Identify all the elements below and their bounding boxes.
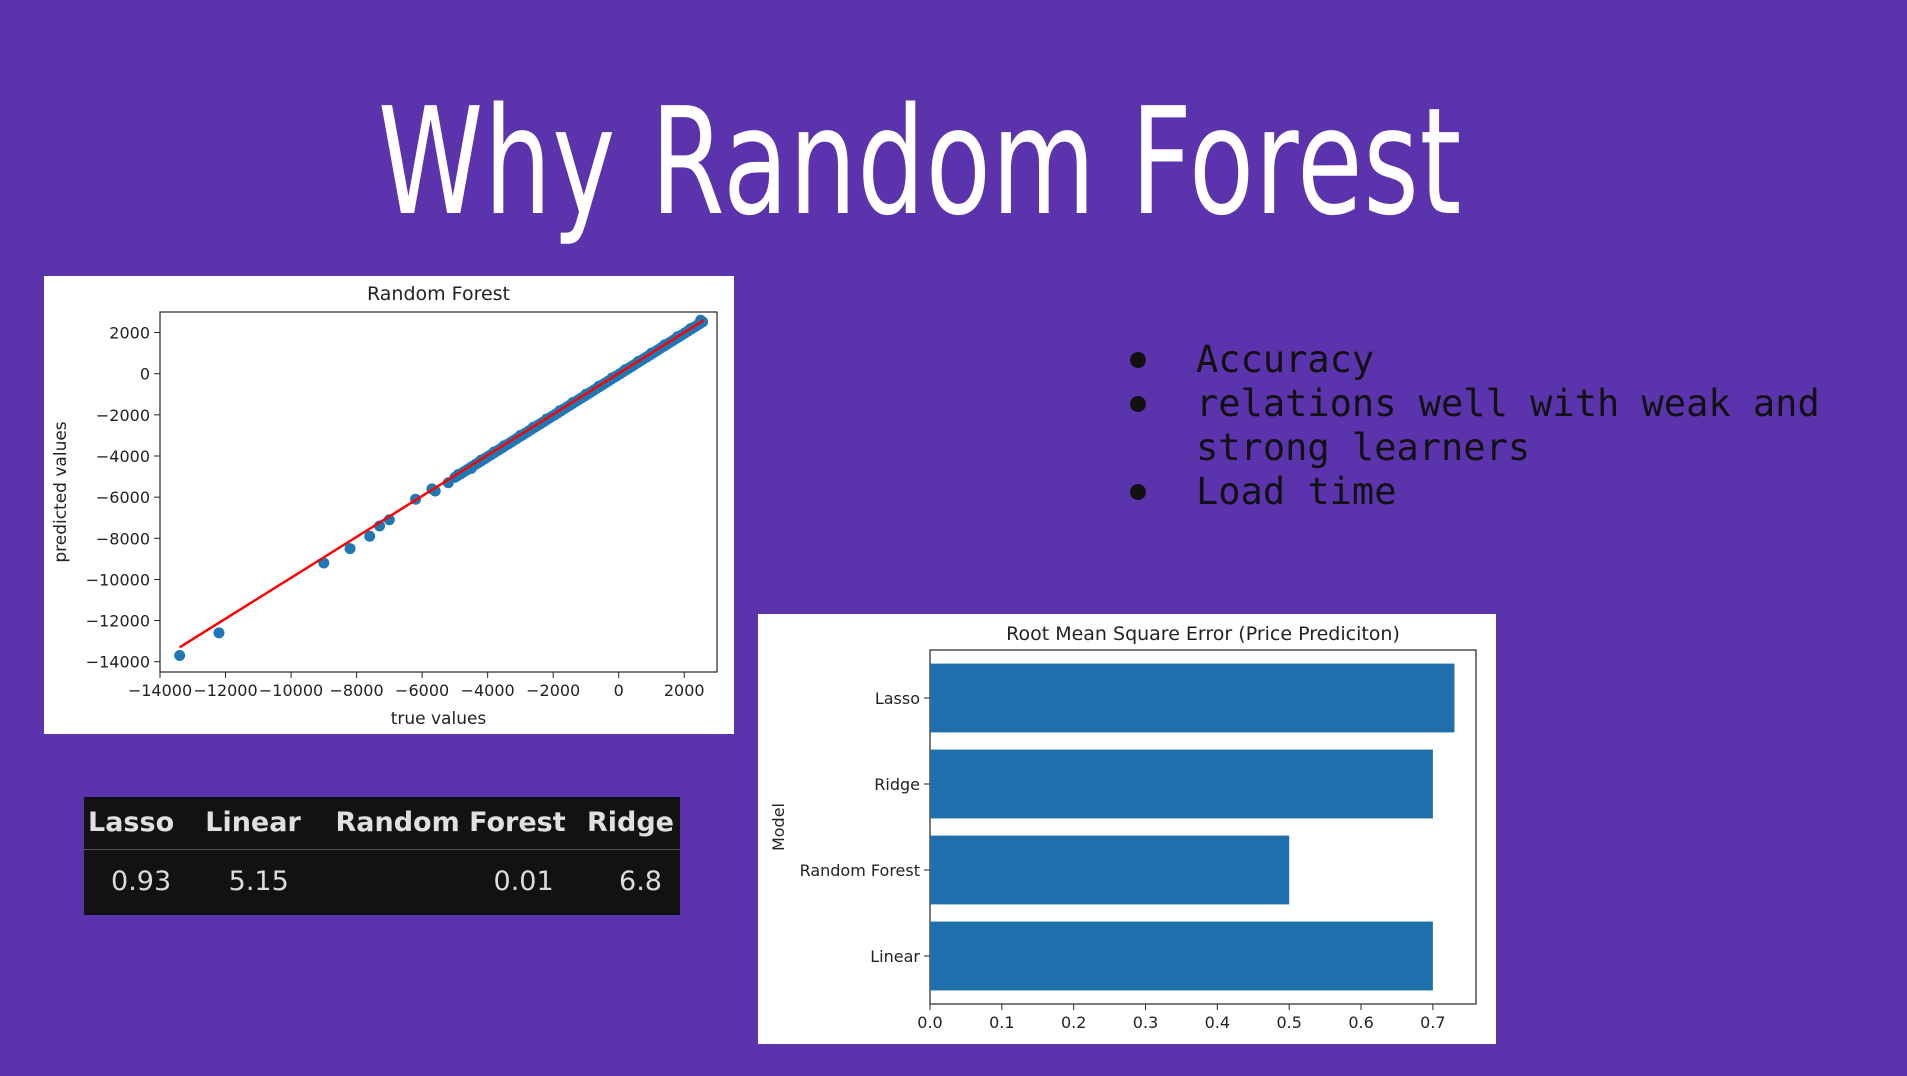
x-tick-label: 0.7 [1420, 1013, 1445, 1032]
y-axis-label: Model [769, 803, 788, 851]
bar [930, 835, 1290, 905]
x-tick-label: 0 [614, 681, 624, 700]
y-axis-label: predicted values [51, 421, 71, 562]
table-header-linear: Linear [189, 797, 307, 850]
table-cell-random-forest: 0.01 [493, 865, 554, 897]
table-row: 0.93 5.15 0.01 6.8 [84, 849, 680, 913]
x-tick-label: 0.3 [1133, 1013, 1158, 1032]
y-tick-label: −14000 [86, 653, 150, 672]
x-tick-label: 0.2 [1061, 1013, 1086, 1032]
y-tick-label: 0 [140, 365, 150, 384]
bullet-list: Accuracy relations well with weak and st… [1120, 338, 1880, 514]
plot-frame [929, 649, 1477, 1005]
table-cell-linear: 5.15 [228, 865, 289, 897]
category-label: Ridge [874, 775, 920, 794]
bullet-item: Load time [1120, 470, 1880, 514]
x-axis-label: true values [391, 709, 487, 729]
x-tick-label: −2000 [526, 681, 580, 700]
bar [930, 663, 1455, 733]
slide-title: Why Random Forest [377, 76, 1463, 248]
x-tick-label: −4000 [461, 681, 515, 700]
y-tick-label: −8000 [96, 529, 150, 548]
x-tick-label: −14000 [128, 681, 192, 700]
bullet-text: Accuracy [1196, 338, 1375, 381]
data-point [174, 650, 186, 662]
data-point [344, 543, 356, 555]
table-cell-lasso: 0.93 [111, 865, 172, 897]
bullet-dot-icon [1130, 484, 1146, 500]
y-tick-label: −2000 [96, 406, 150, 425]
y-tick-label: −4000 [96, 447, 150, 466]
bar [930, 921, 1433, 991]
bullet-dot-icon [1130, 396, 1146, 412]
table-header-row: Lasso Linear Random Forest Ridge [84, 797, 680, 850]
category-label: Lasso [875, 689, 920, 708]
bar-chart-panel: Root Mean Square Error (Price Prediciton… [758, 614, 1496, 1044]
bullet-dot-icon [1130, 352, 1146, 368]
data-point [213, 627, 225, 639]
x-tick-label: 0.6 [1348, 1013, 1373, 1032]
data-point [465, 462, 477, 474]
bar [930, 749, 1433, 819]
y-tick-label: −6000 [96, 488, 150, 507]
x-tick-label: 0.1 [989, 1013, 1014, 1032]
table-cell-ridge: 6.8 [619, 865, 662, 897]
x-tick-label: 2000 [664, 681, 705, 700]
data-point [364, 530, 376, 542]
bar-chart: Root Mean Square Error (Price Prediciton… [769, 623, 1477, 1032]
bullet-text: Load time [1196, 470, 1397, 513]
category-label: Linear [870, 947, 920, 966]
y-tick-label: −10000 [86, 570, 150, 589]
scatter-chart: Random Forest true values predicted values… [51, 283, 718, 729]
x-tick-label: −6000 [395, 681, 449, 700]
chart-title: Random Forest [367, 283, 510, 305]
x-tick-label: 0.0 [917, 1013, 942, 1032]
table-header-ridge: Ridge [571, 797, 680, 850]
y-tick-label: 2000 [109, 324, 150, 343]
scatter-chart-panel: Random Forest true values predicted values… [44, 276, 734, 734]
x-tick-label: −8000 [330, 681, 384, 700]
rmse-table: Lasso Linear Random Forest Ridge 0.93 5.… [84, 797, 680, 915]
bullet-text: relations well with weak and strong lear… [1196, 382, 1820, 469]
bullet-item: Accuracy [1120, 338, 1880, 382]
x-tick-label: 0.5 [1276, 1013, 1301, 1032]
bullet-item: relations well with weak and strong lear… [1120, 382, 1880, 470]
chart-title: Root Mean Square Error (Price Prediciton… [1006, 623, 1400, 645]
y-tick-label: −12000 [86, 612, 150, 631]
fit-line [178, 319, 705, 649]
x-tick-label: −10000 [259, 681, 323, 700]
table-header-random-forest: Random Forest [306, 797, 572, 850]
plot-frame [159, 311, 718, 673]
x-tick-label: −12000 [193, 681, 257, 700]
x-tick-label: 0.4 [1205, 1013, 1230, 1032]
table-header-lasso: Lasso [84, 797, 190, 850]
category-label: Random Forest [800, 861, 920, 880]
